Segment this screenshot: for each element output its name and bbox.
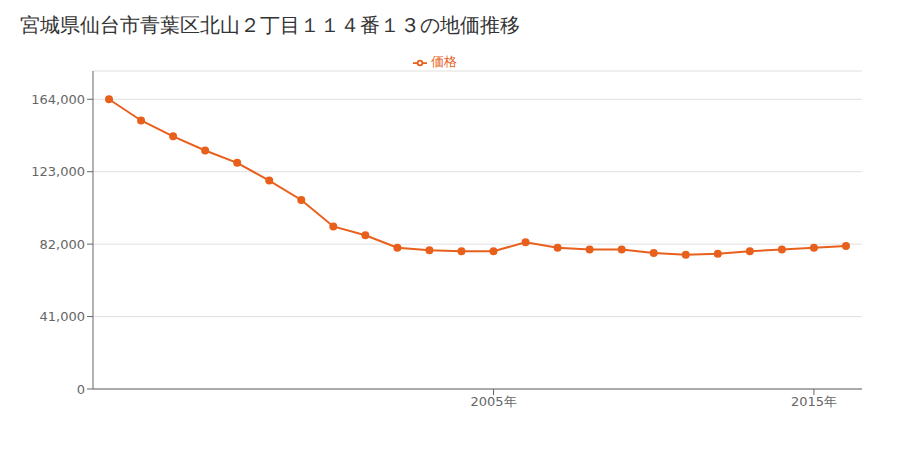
svg-text:164,000: 164,000 (31, 92, 85, 107)
svg-text:0: 0 (77, 382, 85, 397)
svg-text:82,000: 82,000 (40, 237, 86, 252)
svg-text:123,000: 123,000 (31, 164, 85, 179)
html-text:宮城県仙台市青葉区北山２丁目１１４番１３の地価推移: 宮城県仙台市青葉区北山２丁目１１４番１３の地価推移 (20, 13, 520, 37)
html-text:価格: 価格 (431, 54, 457, 69)
svg-text:2005年: 2005年 (470, 394, 516, 409)
svg-text:2015年: 2015年 (791, 394, 837, 409)
svg-text:41,000: 41,000 (40, 309, 86, 324)
